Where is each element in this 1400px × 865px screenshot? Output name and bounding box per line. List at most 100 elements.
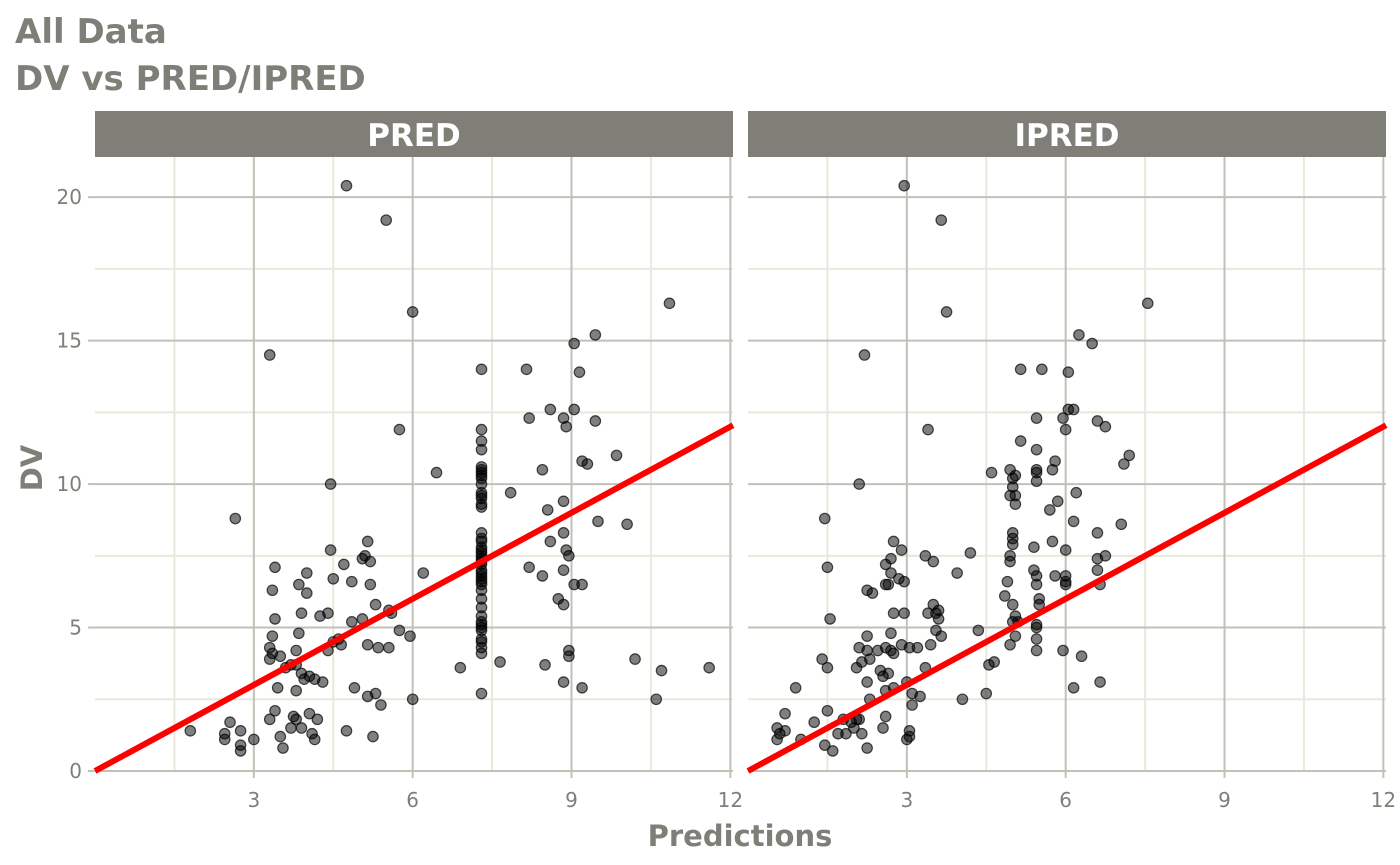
data-point	[885, 552, 897, 565]
data-point	[821, 561, 834, 574]
x-tick-label: 12	[1371, 788, 1396, 812]
data-point	[539, 659, 551, 671]
data-point	[269, 613, 281, 625]
data-point	[964, 547, 977, 559]
x-tick-label: 12	[718, 788, 743, 812]
x-tick-label: 6	[1059, 788, 1072, 812]
data-point	[345, 616, 358, 628]
data-point	[541, 504, 554, 516]
data-point	[563, 644, 575, 657]
data-point	[364, 578, 377, 591]
data-point	[1030, 443, 1043, 456]
x-axis-title: Predictions	[648, 819, 833, 853]
y-tick-label: 15	[57, 329, 82, 353]
data-point	[404, 630, 416, 642]
data-point	[824, 613, 836, 625]
data-point	[858, 349, 871, 361]
facet-panels: PRED 3 6 9 12 IPRED 3 6 9 12	[93, 111, 1396, 812]
data-point	[557, 676, 570, 688]
data-point	[544, 403, 557, 416]
data-point	[576, 578, 588, 591]
data-point	[1006, 527, 1019, 539]
data-point	[1091, 527, 1104, 539]
data-point	[592, 515, 604, 528]
data-point	[560, 420, 573, 433]
data-point	[1036, 363, 1048, 376]
data-point	[877, 722, 889, 734]
data-point	[1030, 621, 1043, 634]
data-point	[911, 641, 924, 654]
data-point	[1099, 550, 1112, 562]
data-point	[629, 653, 641, 665]
data-point	[935, 214, 948, 226]
data-point	[568, 337, 580, 350]
data-point	[1049, 570, 1061, 582]
data-point	[406, 306, 419, 318]
data-point	[322, 607, 334, 619]
data-point	[229, 512, 242, 525]
data-point	[285, 722, 297, 734]
data-point	[234, 745, 247, 757]
data-point	[1030, 644, 1043, 657]
data-point	[303, 707, 316, 720]
data-point	[1059, 575, 1072, 588]
data-point	[536, 463, 549, 476]
data-point	[1046, 463, 1059, 476]
data-point	[1030, 475, 1043, 488]
data-point	[1014, 435, 1027, 447]
data-point	[293, 578, 305, 591]
data-point	[568, 403, 580, 416]
data-point	[985, 466, 998, 479]
data-point	[924, 638, 937, 651]
data-point	[475, 647, 488, 660]
data-point	[940, 306, 953, 318]
data-point	[1070, 486, 1083, 499]
data-point	[557, 495, 570, 508]
chart-title: All Data	[15, 12, 167, 52]
x-tick-label: 9	[1218, 788, 1231, 812]
data-point	[1086, 337, 1098, 350]
data-point	[808, 716, 820, 729]
data-point	[361, 535, 374, 548]
data-point	[914, 690, 926, 703]
data-point	[956, 693, 969, 706]
data-point	[1094, 676, 1106, 688]
data-point	[1067, 515, 1080, 528]
data-point	[1046, 535, 1059, 548]
data-point	[504, 486, 517, 499]
data-point	[311, 713, 324, 726]
data-point	[972, 624, 985, 637]
data-point	[1091, 564, 1104, 576]
facet-strip-label: PRED	[367, 118, 461, 154]
data-point	[520, 363, 533, 376]
facet-strip-label: IPRED	[1014, 118, 1119, 154]
data-point	[266, 630, 279, 642]
data-point	[361, 638, 374, 651]
data-point	[372, 641, 385, 654]
data-point	[290, 684, 302, 697]
data-point	[277, 742, 289, 754]
data-point	[369, 687, 382, 700]
x-tick-label: 3	[900, 788, 913, 812]
data-point	[340, 725, 353, 737]
data-point	[380, 214, 393, 226]
y-tick-label: 5	[69, 616, 82, 640]
data-point	[779, 725, 791, 737]
panel-pred: PRED 3 6 9 12	[93, 111, 743, 812]
y-axis: 0 5 10 15 20	[57, 185, 95, 783]
data-point	[998, 590, 1011, 602]
data-point	[475, 687, 488, 700]
data-point	[234, 725, 247, 737]
data-point	[367, 730, 379, 743]
chart-subtitle: DV vs PRED/IPRED	[15, 59, 366, 99]
data-point	[290, 713, 302, 726]
data-point	[544, 535, 557, 548]
data-point	[263, 653, 276, 665]
y-tick-label: 0	[69, 759, 82, 783]
data-point	[1075, 650, 1088, 663]
y-tick-label: 20	[57, 185, 82, 209]
data-point	[338, 558, 350, 571]
data-point	[557, 598, 570, 611]
x-tick-label: 3	[247, 788, 260, 812]
data-point	[218, 733, 231, 746]
